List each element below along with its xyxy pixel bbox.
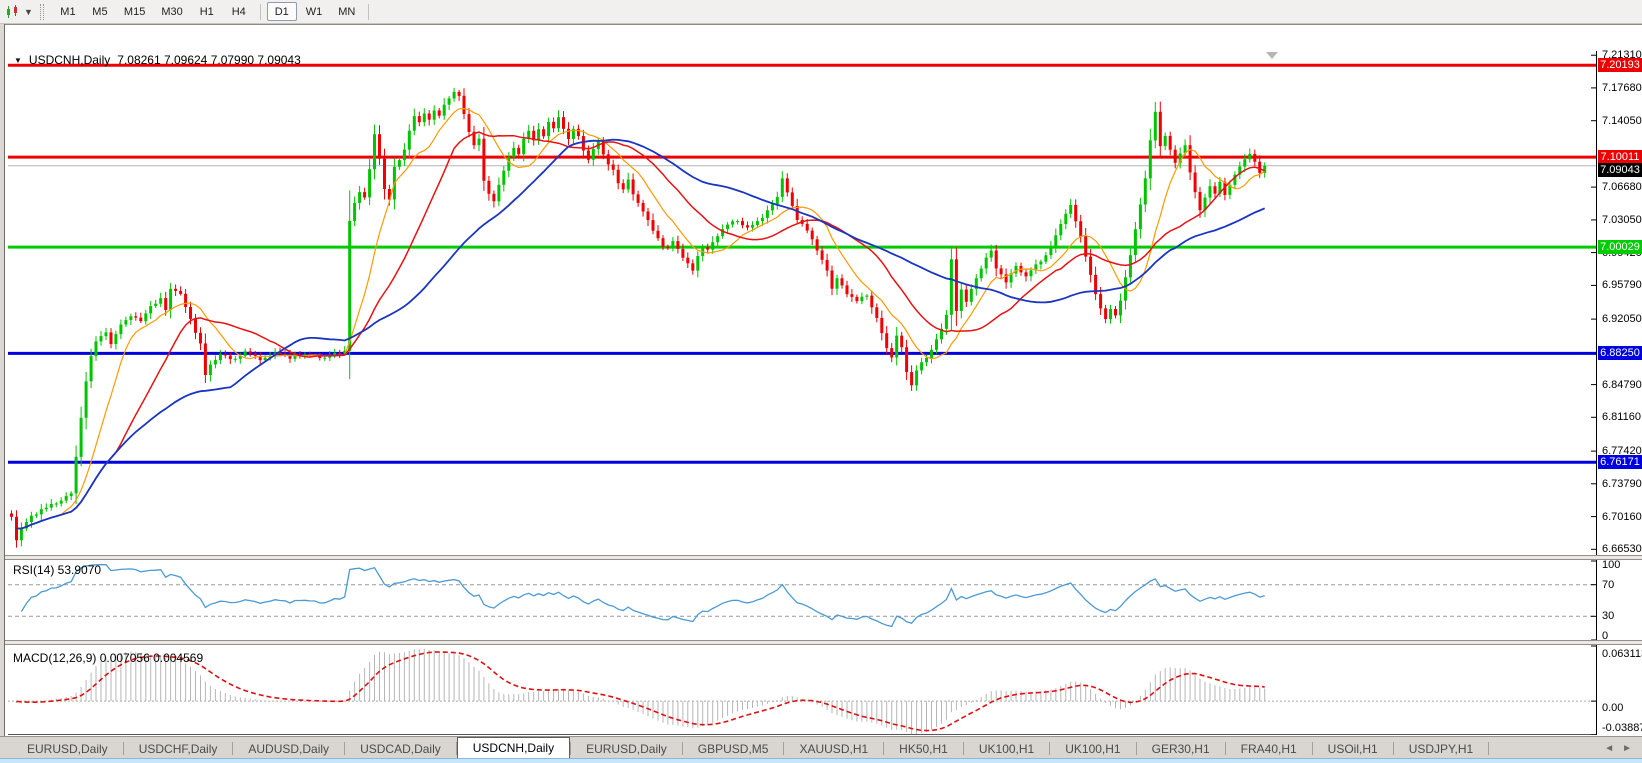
tab-separator [1311, 742, 1313, 755]
tab-separator [1135, 742, 1137, 755]
tab-separator [783, 742, 785, 755]
tab-separator [883, 742, 885, 755]
price-tick-label: 7.17680 [1602, 81, 1642, 94]
rsi-tick-label: 70 [1602, 578, 1615, 591]
chart-tab-usdchf-daily[interactable]: USDCHF,Daily [138, 741, 218, 756]
pane-splitter[interactable] [0, 640, 1642, 645]
tab-separator [344, 742, 346, 755]
toolbar-separator [368, 3, 370, 20]
macd-max-label: 0.063113 [1602, 648, 1642, 660]
price-tick-label: 7.06680 [1602, 181, 1642, 194]
price-tick-label: 6.92050 [1602, 313, 1642, 326]
price-tick-label: 6.81160 [1602, 411, 1641, 424]
timeframe-button-m30[interactable]: M30 [161, 5, 183, 18]
chart-tab-uk100-h1[interactable]: UK100,H1 [978, 741, 1035, 756]
moving-average-10 [16, 107, 1265, 530]
level-price-badge-7.20193: 7.20193 [1598, 58, 1642, 73]
price-tick-label: 6.95790 [1602, 279, 1642, 292]
rsi-tick-label: 30 [1602, 610, 1615, 623]
tab-scroll-left-icon[interactable]: ◄ [1604, 743, 1615, 754]
chart-ohlc-values: 7.08261 7.09624 7.07990 7.09043 [117, 53, 301, 67]
chart-tab-eurusd-daily[interactable]: EURUSD,Daily [586, 741, 667, 756]
tab-separator [681, 742, 683, 755]
chart-symbol-label: USDCNH,Daily [28, 53, 111, 67]
tab-separator [232, 742, 234, 755]
price-tick-label: 6.84790 [1602, 378, 1642, 391]
tab-separator [455, 742, 457, 755]
timeframe-button-h1[interactable]: H1 [199, 5, 214, 18]
price-tick-label: 7.03050 [1602, 213, 1642, 226]
macd-pane[interactable] [8, 646, 1597, 735]
price-tick-label: 6.70160 [1602, 510, 1642, 523]
chart-shift-marker-icon[interactable] [1266, 52, 1278, 59]
chart-tab-gbpusd-m5[interactable]: GBPUSD,M5 [697, 741, 769, 756]
price-chart-canvas[interactable] [8, 51, 1597, 736]
collapse-triangle-icon[interactable]: ▼ [14, 55, 22, 65]
timeframe-toolbar: ▼ M1 M5 M15 M30 H1 H4 D1 W1 MN [0, 0, 1642, 24]
timeframe-button-m1[interactable]: M1 [60, 5, 76, 18]
chart-icon-glyph [7, 4, 17, 18]
macd-zero-label: 0.00 [1602, 702, 1624, 715]
timeframe-button-m5[interactable]: M5 [92, 5, 108, 18]
chart-tab-ger30-h1[interactable]: GER30,H1 [1151, 741, 1210, 756]
chart-tab-usdcad-daily[interactable]: USDCAD,Daily [360, 741, 441, 756]
moving-average-22 [16, 131, 1266, 530]
price-tick-label: 7.21310 [1602, 49, 1642, 62]
price-tick-label: 6.73790 [1602, 477, 1642, 490]
chart-window: ▼ USDCNH,Daily 7.08261 7.09624 7.07990 7… [0, 24, 1642, 755]
chart-tab-xauusd-h1[interactable]: XAUUSD,H1 [799, 741, 869, 756]
chart-tab-uk100-h1[interactable]: UK100,H1 [1065, 741, 1121, 756]
toolbar-grip-handle[interactable] [39, 3, 44, 20]
chart-title: ▼ USDCNH,Daily 7.08261 7.09624 7.07990 7… [14, 53, 301, 67]
main-chart-pane[interactable] [8, 53, 1597, 555]
rsi-tick-label: 100 [1602, 559, 1621, 571]
chart-tab-usdcnh-daily[interactable]: USDCNH,Daily [456, 737, 571, 758]
rsi-line [20, 563, 1265, 628]
macd-min-label: -0.038872 [1602, 722, 1642, 734]
window-left-border [0, 24, 5, 763]
timeframe-button-m15[interactable]: M15 [123, 5, 146, 18]
tab-separator [570, 742, 572, 755]
bottom-dock-strip [0, 758, 1642, 763]
chart-type-dropdown-caret-icon[interactable]: ▼ [24, 6, 33, 17]
chart-tab-usdjpy-h1[interactable]: USDJPY,H1 [1408, 741, 1474, 756]
pane-splitter[interactable] [0, 555, 1642, 560]
current-price-badge: 7.09043 [1598, 162, 1642, 177]
price-tick-label: 6.77420 [1602, 445, 1642, 458]
chart-tab-hk50-h1[interactable]: HK50,H1 [899, 741, 948, 756]
timeframe-button-h4[interactable]: H4 [231, 5, 246, 18]
macd-signal-line [16, 651, 1265, 732]
tab-scroll-right-icon[interactable]: ► [1622, 743, 1632, 754]
level-price-badge-6.88250: 6.88250 [1598, 346, 1642, 361]
chart-tab-audusd-daily[interactable]: AUDUSD,Daily [248, 741, 330, 756]
tab-separator [1224, 742, 1226, 755]
timeframe-button-d1[interactable]: D1 [266, 2, 297, 21]
price-tick-label: 7.14050 [1602, 114, 1642, 127]
chart-tab-eurusd-daily[interactable]: EURUSD,Daily [27, 741, 108, 756]
level-price-badge-7.10011: 7.10011 [1598, 150, 1642, 165]
timeframe-button-w1[interactable]: W1 [305, 5, 323, 18]
timeframe-button-mn[interactable]: MN [338, 5, 356, 18]
chart-tab-usoil-h1[interactable]: USOil,H1 [1327, 741, 1378, 756]
chart-tab-bar: EURUSD,Daily USDCHF,Daily AUDUSD,Daily USDC… [0, 736, 1642, 758]
moving-average-45 [16, 138, 1266, 530]
price-tick-label: 6.66530 [1602, 543, 1642, 556]
rsi-pane[interactable] [8, 561, 1597, 640]
level-price-badge-7.00029: 7.00029 [1598, 240, 1642, 255]
toolbar-separator [259, 3, 261, 20]
tab-separator [962, 742, 964, 755]
tab-separator [1049, 742, 1051, 755]
rsi-indicator-label: RSI(14) 53.9070 [13, 563, 102, 577]
chart-icon[interactable] [3, 3, 23, 21]
macd-indicator-label: MACD(12,26,9) 0.007056 0.004569 [13, 651, 204, 665]
tab-separator [1488, 742, 1490, 755]
chart-tab-fra40-h1[interactable]: FRA40,H1 [1240, 741, 1297, 756]
rsi-tick-label: 0 [1602, 630, 1609, 642]
tab-separator [122, 742, 124, 755]
tab-separator [1392, 742, 1394, 755]
level-price-badge-6.76171: 6.76171 [1598, 455, 1642, 470]
